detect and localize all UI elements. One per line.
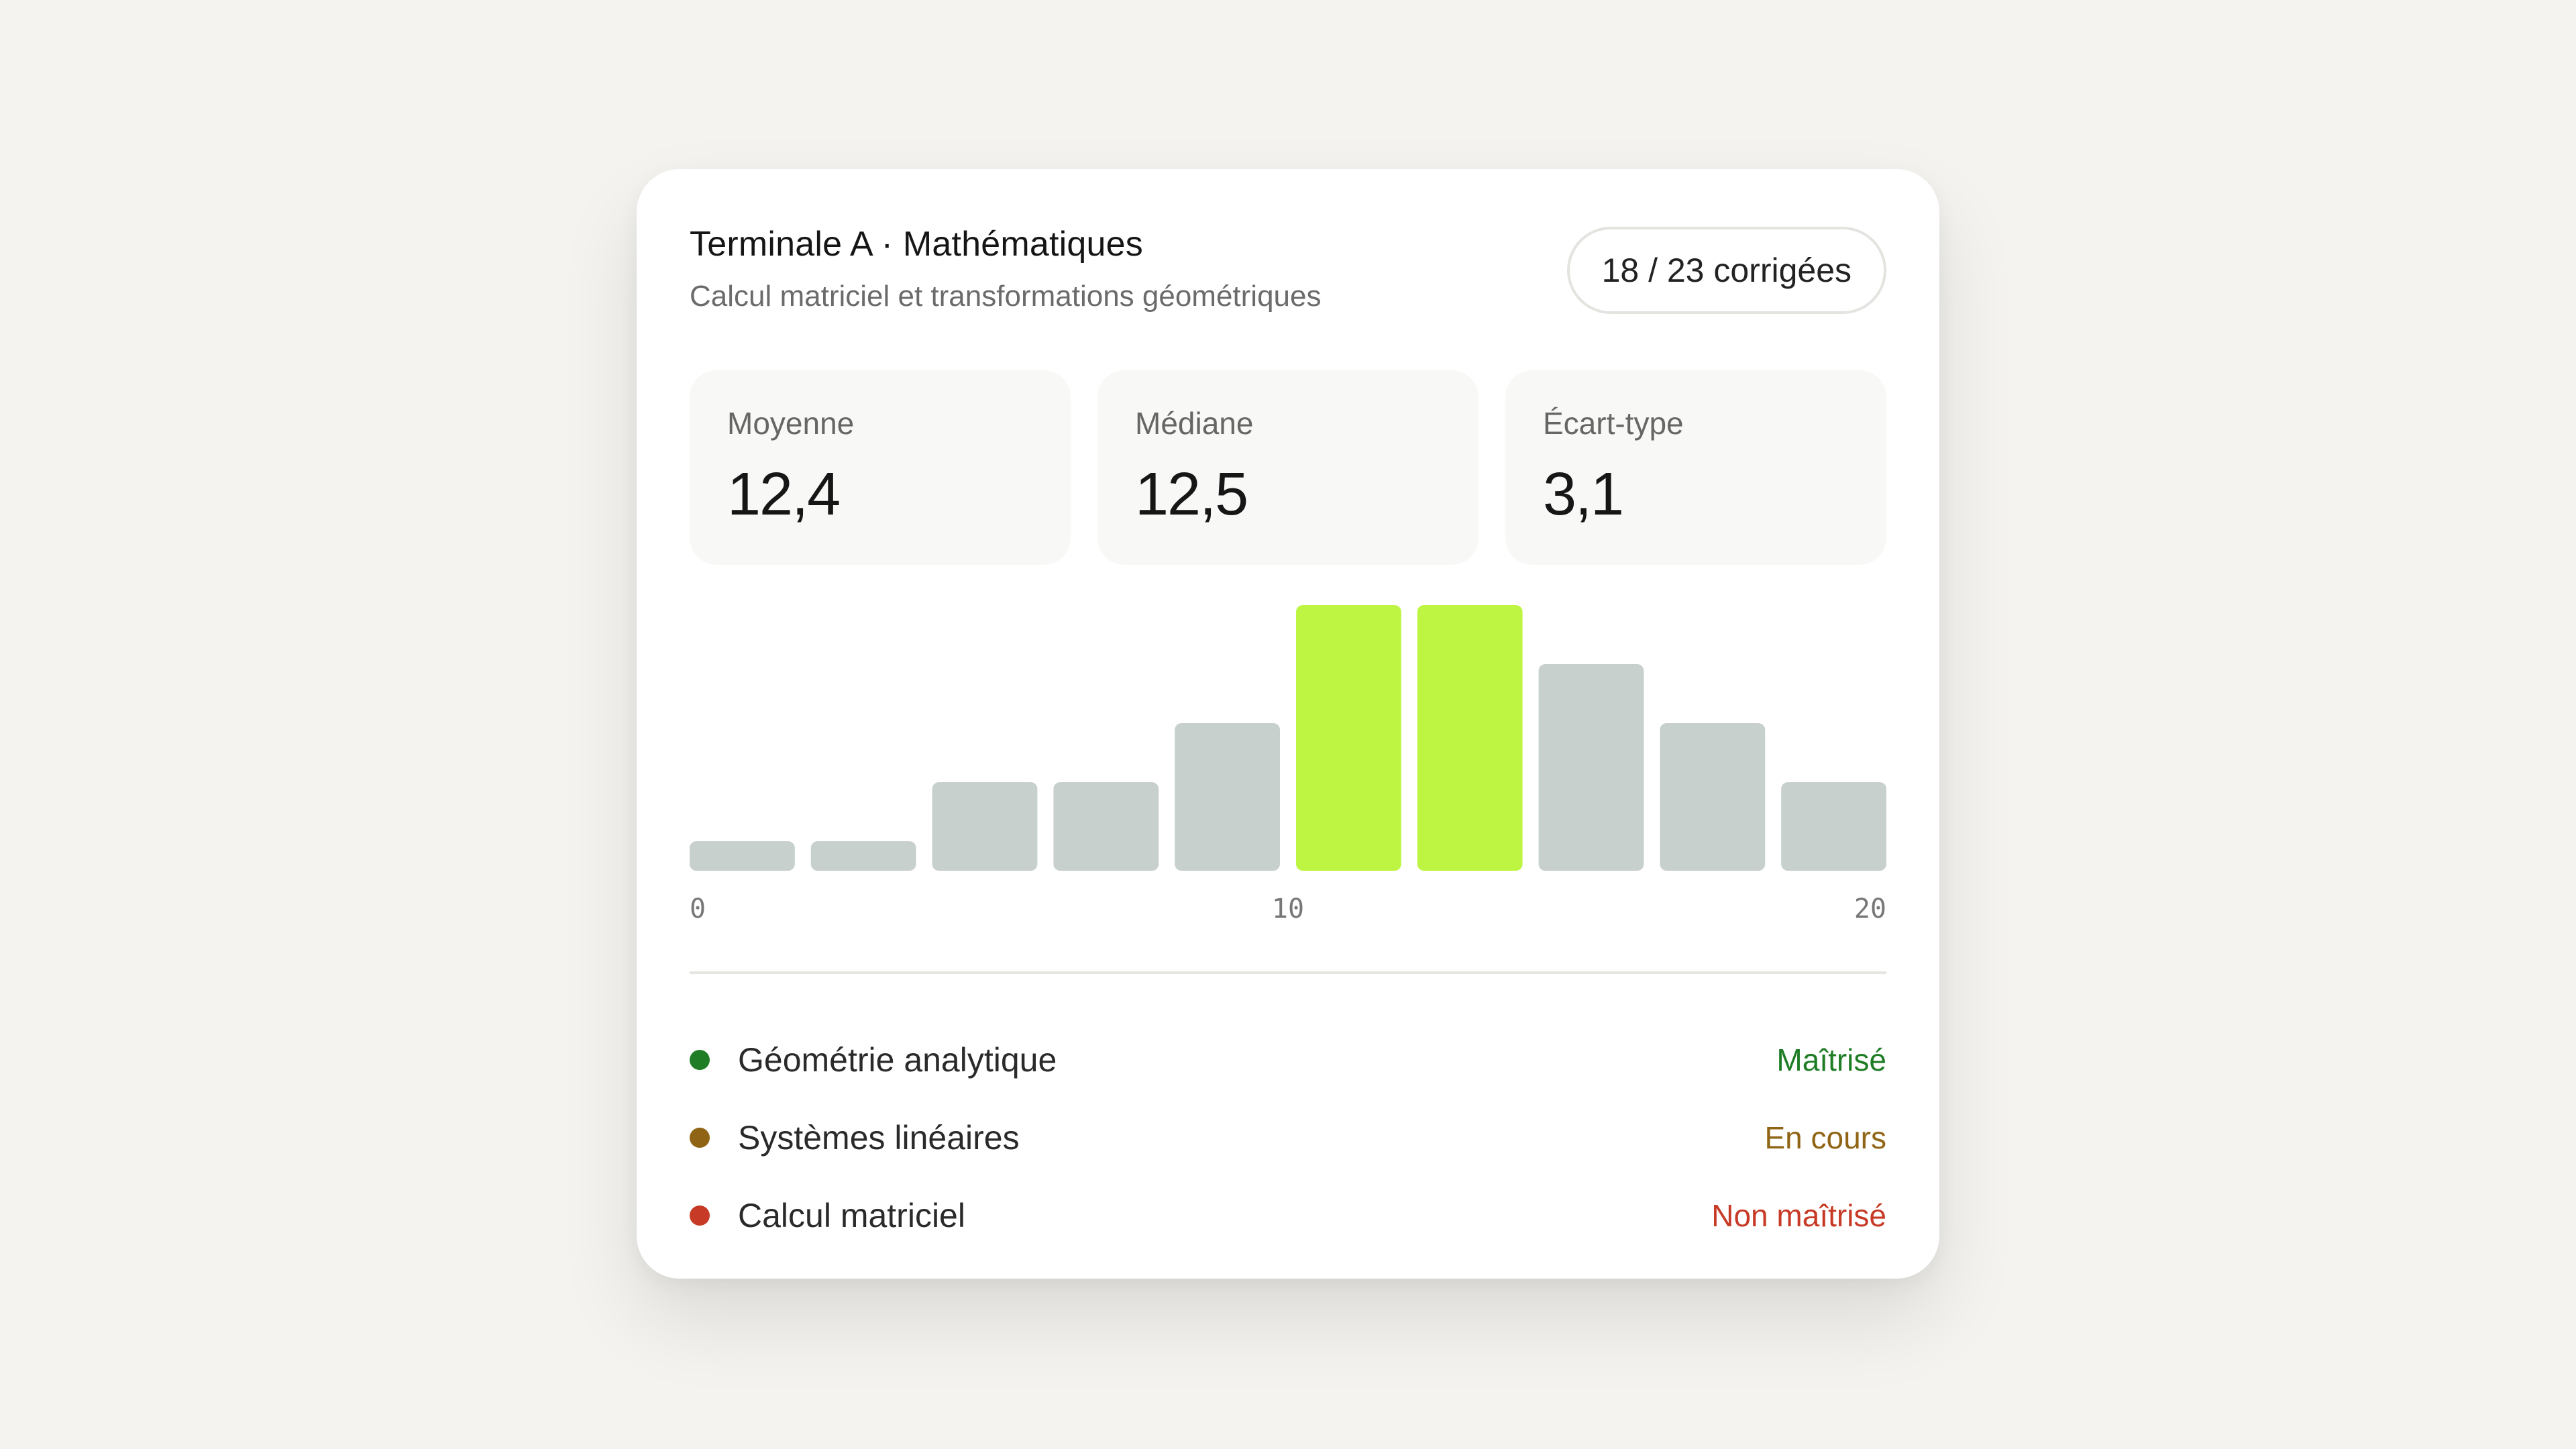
histogram-bar <box>1660 723 1766 871</box>
correction-progress-badge[interactable]: 18 / 23 corrigées <box>1566 227 1886 314</box>
divider <box>690 971 1886 974</box>
histogram-svg: 0 10 20 <box>690 605 1886 924</box>
histogram-bar-highlight <box>1296 605 1401 871</box>
competence-list: Géométrie analytique Maîtrisé Systèmes l… <box>690 1021 1886 1254</box>
competence-row[interactable]: Géométrie analytique Maîtrisé <box>690 1021 1886 1099</box>
x-tick-label: 0 <box>690 894 706 924</box>
class-results-card: Terminale A · Mathématiques Calcul matri… <box>637 169 1939 1279</box>
competence-label: Géométrie analytique <box>738 1041 1057 1079</box>
competence-label: Calcul matriciel <box>738 1197 965 1234</box>
stat-label: Écart-type <box>1543 406 1684 441</box>
stat-label: Moyenne <box>727 406 855 441</box>
stat-value: 3,1 <box>1543 461 1624 528</box>
stat-label: Médiane <box>1135 406 1254 441</box>
stat-value: 12,5 <box>1135 461 1248 528</box>
histogram-bar-highlight <box>1417 605 1523 871</box>
chapter-subtitle: Calcul matriciel et transformations géom… <box>690 280 1322 313</box>
status-dot-icon <box>690 1050 710 1070</box>
x-tick-label: 20 <box>1854 894 1886 924</box>
stats-row: Moyenne 12,4 Médiane 12,5 Écart-type 3,1 <box>690 370 1886 565</box>
grade-histogram: 0 10 20 <box>690 605 1886 924</box>
class-title: Terminale A · Mathématiques <box>690 225 1143 264</box>
competence-row[interactable]: Systèmes linéaires En cours <box>690 1099 1886 1177</box>
histogram-bar <box>932 782 1038 871</box>
stat-std-dev: Écart-type 3,1 <box>1505 370 1886 565</box>
competence-row[interactable]: Calcul matriciel Non maîtrisé <box>690 1177 1886 1254</box>
stat-value: 12,4 <box>727 461 841 528</box>
histogram-bar <box>1053 782 1159 871</box>
stat-median: Médiane 12,5 <box>1097 370 1479 565</box>
competence-label: Systèmes linéaires <box>738 1119 1020 1157</box>
histogram-bar <box>1175 723 1280 871</box>
status-dot-icon <box>690 1205 710 1226</box>
histogram-bar <box>1781 782 1886 871</box>
competence-status: En cours <box>1764 1120 1886 1155</box>
x-tick-label: 10 <box>1272 894 1304 924</box>
histogram-bar <box>1538 664 1644 871</box>
stat-mean: Moyenne 12,4 <box>690 370 1071 565</box>
status-dot-icon <box>690 1128 710 1148</box>
card-header: Terminale A · Mathématiques Calcul matri… <box>690 227 1886 314</box>
competence-status: Maîtrisé <box>1776 1042 1886 1077</box>
histogram-bar <box>810 841 916 871</box>
competence-status: Non maîtrisé <box>1711 1198 1886 1233</box>
histogram-bar <box>690 841 795 871</box>
